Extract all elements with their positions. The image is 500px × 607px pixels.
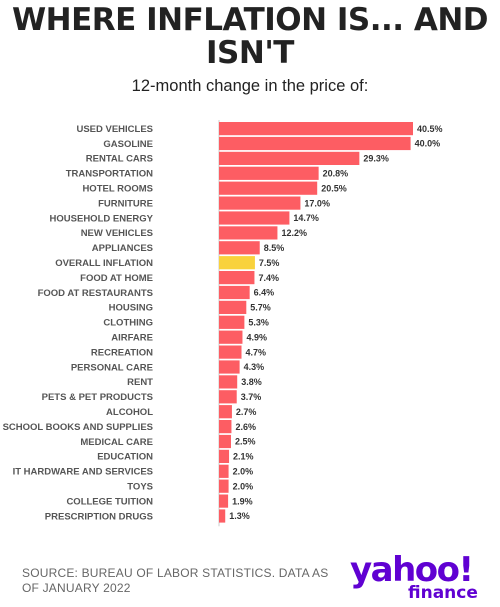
category-label: IT HARDWARE AND SERVICES bbox=[13, 467, 153, 478]
bar bbox=[219, 241, 260, 255]
bar bbox=[219, 181, 318, 195]
value-label: 12.2% bbox=[281, 228, 307, 238]
value-label: 2.7% bbox=[236, 407, 257, 417]
category-label: RENTAL CARS bbox=[86, 154, 153, 165]
value-label: 2.0% bbox=[233, 467, 254, 477]
value-label: 1.3% bbox=[229, 511, 250, 521]
category-label: FOOD AT RESTAURANTS bbox=[38, 288, 153, 299]
bar bbox=[219, 494, 229, 508]
category-label: PRESCRIPTION DRUGS bbox=[45, 511, 153, 522]
category-label: RECREATION bbox=[91, 347, 153, 358]
bar bbox=[219, 151, 360, 165]
value-label: 4.9% bbox=[246, 332, 267, 342]
bar bbox=[219, 136, 411, 151]
yahoo-finance-logo: yahoo! finance bbox=[350, 550, 480, 604]
category-label: CLOTHING bbox=[103, 318, 153, 329]
value-label: 3.8% bbox=[241, 377, 262, 387]
value-label: 3.7% bbox=[241, 392, 262, 402]
value-label: 17.0% bbox=[304, 198, 330, 208]
bar-chart: USED VEHICLES 40.5% GASOLINE 40.0% RENTAL CA… bbox=[3, 120, 443, 527]
category-label: SCHOOL BOOKS AND SUPPLIES bbox=[3, 422, 153, 433]
value-label: 5.7% bbox=[250, 303, 271, 313]
value-label: 20.8% bbox=[323, 169, 349, 179]
bar bbox=[219, 390, 237, 404]
bar bbox=[219, 375, 238, 389]
bar bbox=[219, 360, 240, 374]
category-label: PERSONAL CARE bbox=[71, 362, 153, 373]
category-label: EDUCATION bbox=[97, 452, 153, 463]
bar bbox=[219, 434, 231, 449]
category-label: OVERALL INFLATION bbox=[55, 258, 153, 269]
value-label: 40.0% bbox=[415, 139, 441, 149]
value-label: 2.6% bbox=[235, 422, 256, 432]
source-note: SOURCE: BUREAU OF LABOR STATISTICS. DATA… bbox=[22, 566, 329, 595]
bar bbox=[219, 449, 230, 463]
value-label: 4.3% bbox=[244, 362, 265, 372]
value-label: 4.7% bbox=[246, 347, 267, 357]
category-label: HOUSEHOLD ENERGY bbox=[50, 213, 154, 224]
bar bbox=[219, 211, 290, 225]
value-label: 1.9% bbox=[232, 496, 253, 506]
logo-subtext: finance bbox=[408, 583, 478, 603]
value-label: 14.7% bbox=[293, 213, 319, 223]
category-label: TOYS bbox=[127, 482, 153, 493]
category-label: AIRFARE bbox=[111, 333, 153, 344]
value-label: 5.3% bbox=[248, 318, 269, 328]
value-label: 29.3% bbox=[363, 154, 389, 164]
value-label: 7.5% bbox=[259, 258, 280, 268]
bar bbox=[219, 509, 226, 523]
bar bbox=[219, 345, 242, 359]
category-label: TRANSPORTATION bbox=[66, 169, 153, 180]
bar bbox=[219, 330, 243, 344]
category-label: COLLEGE TUITION bbox=[66, 496, 153, 507]
category-label: RENT bbox=[127, 377, 153, 388]
value-label: 7.4% bbox=[258, 273, 279, 283]
value-label: 2.5% bbox=[235, 437, 256, 447]
category-label: FURNITURE bbox=[98, 198, 153, 209]
category-label: GASOLINE bbox=[103, 139, 153, 150]
category-label: APPLIANCES bbox=[92, 243, 153, 254]
chart-subtitle: 12-month change in the price of: bbox=[131, 77, 369, 95]
bar bbox=[219, 300, 247, 314]
bar bbox=[219, 226, 278, 240]
bar bbox=[219, 464, 229, 478]
value-label: 2.0% bbox=[233, 481, 254, 491]
category-label: HOTEL ROOMS bbox=[82, 184, 153, 195]
logo-text: yahoo! bbox=[350, 550, 474, 590]
value-label: 20.5% bbox=[321, 183, 347, 193]
category-label: FOOD AT HOME bbox=[80, 273, 153, 284]
category-label: USED VEHICLES bbox=[76, 124, 153, 135]
bar bbox=[219, 256, 255, 270]
bar bbox=[219, 315, 245, 329]
bar bbox=[219, 405, 232, 419]
value-label: 40.5% bbox=[417, 124, 443, 134]
category-label: ALCOHOL bbox=[106, 407, 153, 418]
value-label: 2.1% bbox=[233, 452, 254, 462]
category-label: NEW VEHICLES bbox=[81, 228, 153, 239]
category-label: MEDICAL CARE bbox=[80, 437, 153, 448]
value-label: 8.5% bbox=[264, 243, 285, 253]
bar bbox=[219, 285, 250, 300]
bar bbox=[219, 166, 319, 180]
value-label: 6.4% bbox=[254, 288, 275, 298]
bar bbox=[219, 196, 301, 210]
page-title: WHERE INFLATION IS... AND ISN'T bbox=[11, 2, 489, 71]
category-label: PETS & PET PRODUCTS bbox=[42, 392, 153, 403]
bar bbox=[219, 122, 413, 136]
category-label: HOUSING bbox=[109, 303, 153, 314]
bar bbox=[219, 271, 255, 285]
bar bbox=[219, 479, 229, 493]
bar bbox=[219, 420, 232, 434]
